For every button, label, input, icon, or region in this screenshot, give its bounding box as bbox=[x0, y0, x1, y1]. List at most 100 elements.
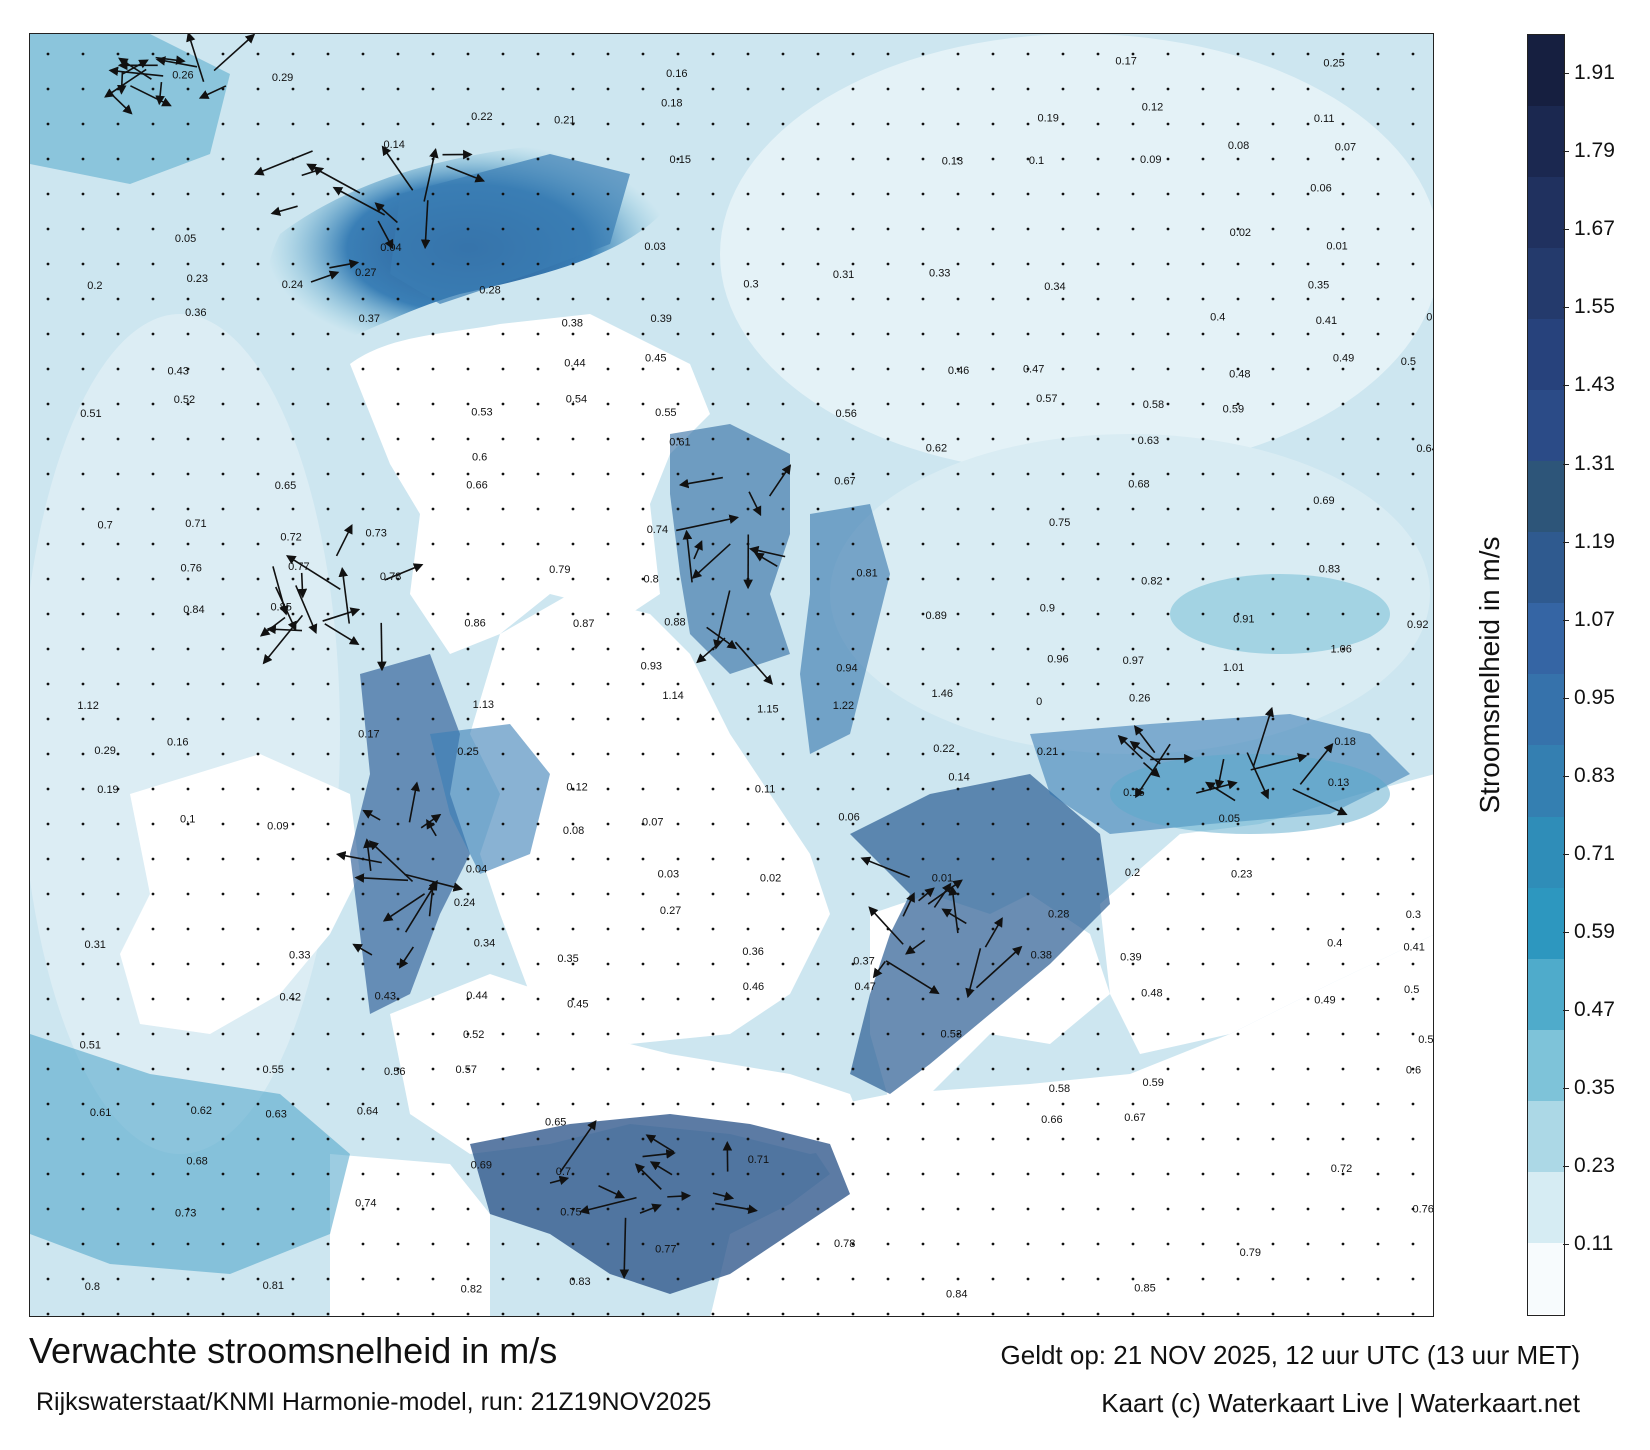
grid-dot bbox=[396, 612, 400, 616]
grid-dot bbox=[641, 927, 645, 931]
grid-dot bbox=[81, 1312, 85, 1316]
current-arrow bbox=[295, 585, 318, 635]
grid-dot bbox=[921, 822, 925, 826]
colorbar-tick-label: 1.67 bbox=[1574, 217, 1615, 241]
grid-dot bbox=[1131, 997, 1135, 1001]
speed-value-label: 0.11 bbox=[1314, 113, 1335, 125]
grid-dot bbox=[361, 122, 365, 126]
current-arrow bbox=[1252, 706, 1274, 767]
grid-dot bbox=[81, 157, 85, 161]
grid-dot bbox=[501, 857, 505, 861]
grid-dot bbox=[606, 682, 610, 686]
grid-dot bbox=[711, 787, 715, 791]
grid-dot bbox=[431, 1172, 435, 1176]
speed-value-label: 0.26 bbox=[172, 69, 193, 81]
grid-dot bbox=[886, 997, 890, 1001]
speed-value-label: 0.2 bbox=[1125, 867, 1140, 879]
grid-dot bbox=[851, 52, 855, 56]
grid-dot bbox=[886, 857, 890, 861]
grid-dot bbox=[1201, 507, 1205, 511]
grid-dot bbox=[1166, 227, 1170, 231]
speed-value-label: 0.31 bbox=[833, 269, 854, 281]
grid-dot bbox=[326, 1242, 330, 1246]
grid-dot bbox=[326, 542, 330, 546]
current-arrow bbox=[748, 491, 762, 517]
grid-dot bbox=[221, 262, 225, 266]
grid-dot bbox=[1201, 927, 1205, 931]
grid-dot bbox=[921, 647, 925, 651]
grid-dot bbox=[501, 822, 505, 826]
speed-value-label: 0.08 bbox=[563, 825, 584, 837]
speed-value-label: 0.04 bbox=[380, 242, 401, 254]
grid-dot bbox=[606, 1277, 610, 1281]
grid-dot bbox=[886, 157, 890, 161]
grid-dot bbox=[81, 927, 85, 931]
grid-dot bbox=[1061, 682, 1065, 686]
grid-dot bbox=[606, 52, 610, 56]
land-central bbox=[470, 594, 830, 1044]
grid-dot bbox=[956, 332, 960, 336]
current-arrow bbox=[1299, 743, 1334, 785]
grid-dot bbox=[606, 962, 610, 966]
grid-dot bbox=[46, 332, 50, 336]
grid-dot bbox=[851, 402, 855, 406]
grid-dot bbox=[151, 1032, 155, 1036]
grid-dot bbox=[921, 927, 925, 931]
grid-dot bbox=[711, 1277, 715, 1281]
speed-value-label: 0.84 bbox=[183, 604, 204, 616]
grid-dot bbox=[991, 122, 995, 126]
grid-dot bbox=[816, 822, 820, 826]
grid-dot bbox=[396, 1137, 400, 1141]
grid-dot bbox=[1201, 1172, 1205, 1176]
grid-dot bbox=[396, 892, 400, 896]
grid-dot bbox=[1236, 752, 1240, 756]
grid-dot bbox=[326, 1312, 330, 1316]
speed-value-label: 0.46 bbox=[743, 981, 764, 993]
grid-dot bbox=[1341, 822, 1345, 826]
grid-dot bbox=[781, 927, 785, 931]
grid-dot bbox=[1306, 1242, 1310, 1246]
grid-dot bbox=[256, 1102, 260, 1106]
grid-dot bbox=[1341, 507, 1345, 511]
current-arrow bbox=[579, 1196, 637, 1215]
grid-dot bbox=[606, 927, 610, 931]
grid-dot bbox=[466, 87, 470, 91]
grid-dot bbox=[1201, 962, 1205, 966]
grid-dot bbox=[396, 367, 400, 371]
grid-dot bbox=[1061, 892, 1065, 896]
grid-dot bbox=[291, 682, 295, 686]
grid-dot bbox=[1411, 612, 1415, 616]
grid-dot bbox=[711, 192, 715, 196]
grid-dot bbox=[1271, 542, 1275, 546]
grid-dot bbox=[781, 822, 785, 826]
grid-dot bbox=[746, 927, 750, 931]
grid-dot bbox=[606, 787, 610, 791]
grid-dot bbox=[1061, 507, 1065, 511]
grid-dot bbox=[361, 157, 365, 161]
grid-dot bbox=[151, 367, 155, 371]
grid-dot bbox=[606, 752, 610, 756]
grid-dot bbox=[116, 612, 120, 616]
grid-dot bbox=[326, 717, 330, 721]
grid-dot bbox=[781, 262, 785, 266]
grid-dot bbox=[1131, 647, 1135, 651]
grid-dot bbox=[1341, 997, 1345, 1001]
grid-dot bbox=[1376, 892, 1380, 896]
grid-dot bbox=[676, 1137, 680, 1141]
grid-dot bbox=[816, 1207, 820, 1211]
speed-value-label: 0.59 bbox=[1142, 1077, 1163, 1089]
grid-dot bbox=[956, 542, 960, 546]
grid-dot bbox=[1061, 822, 1065, 826]
grid-dot bbox=[1271, 472, 1275, 476]
grid-dot bbox=[46, 437, 50, 441]
colorbar-tick-label: 0.59 bbox=[1574, 920, 1615, 944]
map-credit: Kaart (c) Waterkaart Live | Waterkaart.n… bbox=[1101, 1388, 1580, 1418]
grid-dot bbox=[1096, 752, 1100, 756]
current-arrow bbox=[104, 68, 147, 98]
grid-dot bbox=[921, 577, 925, 581]
current-arrow bbox=[965, 948, 982, 999]
grid-dot bbox=[1166, 507, 1170, 511]
grid-dot bbox=[1026, 402, 1030, 406]
grid-dot bbox=[291, 367, 295, 371]
grid-dot bbox=[1166, 1102, 1170, 1106]
